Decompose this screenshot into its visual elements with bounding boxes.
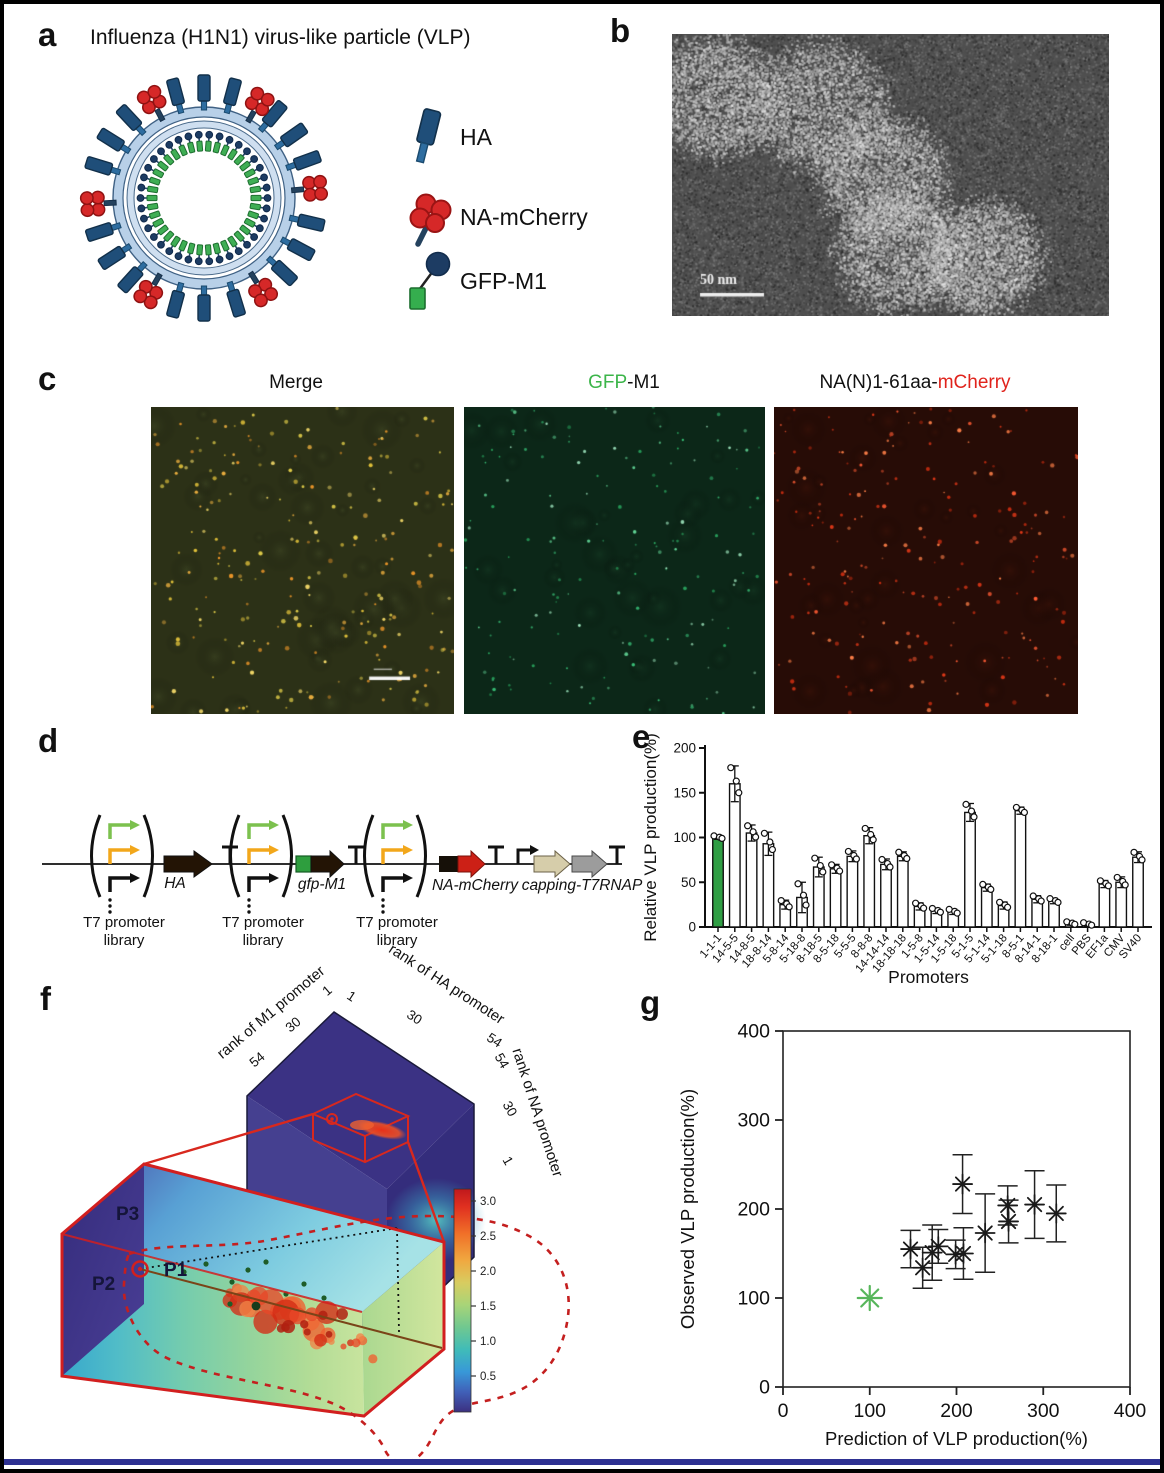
- svg-text:300: 300: [1027, 1400, 1060, 1422]
- svg-text:200: 200: [673, 741, 696, 756]
- optimum-marker-small: [326, 1113, 338, 1125]
- svg-text:150: 150: [673, 785, 696, 800]
- library-label-2-line2: library: [243, 932, 284, 949]
- em-micrograph: [672, 34, 1109, 316]
- svg-text:50: 50: [681, 875, 696, 890]
- colorbar-tick: 1.5: [480, 1301, 496, 1313]
- legend-label-gfp-m1: GFP-M1: [460, 268, 547, 294]
- colorbar-tick: 1.0: [480, 1336, 496, 1348]
- colorbar-tick: 3.0: [480, 1196, 496, 1208]
- gene-label-capping-t7rnap: capping-T7RNAP: [522, 877, 643, 894]
- optimum-marker-large: [131, 1260, 149, 1278]
- svg-text:200: 200: [737, 1199, 770, 1221]
- svg-text:Prediction of VLP production(%: Prediction of VLP production(%): [825, 1428, 1088, 1449]
- micrograph-gfp-m1: [464, 407, 765, 714]
- library-label-1-line2: library: [104, 932, 145, 949]
- vlp-diagram: [79, 74, 329, 322]
- panel-letter-d: d: [38, 722, 59, 759]
- bottom-rule: [4, 1459, 1160, 1465]
- colorbar-tick: 2.5: [480, 1231, 496, 1243]
- colorbar: 3.0 2.5 2.0 1.5 1.0 0.5: [453, 1188, 496, 1413]
- library-label-3-line1: T7 promoter: [356, 914, 438, 931]
- design-space-contour: [122, 1214, 570, 1464]
- svg-text:400: 400: [737, 1021, 770, 1043]
- svg-text:Relative VLP production(%): Relative VLP production(%): [641, 733, 660, 942]
- m1-text: -M1: [627, 372, 660, 393]
- panel-a-title: Influenza (H1N1) virus-like particle (VL…: [90, 26, 471, 49]
- micrograph-mcherry: [774, 407, 1078, 714]
- library-label-2-line1: T7 promoter: [222, 914, 304, 931]
- library-label-3-line2: library: [377, 932, 418, 949]
- library-label-1-line1: T7 promoter: [83, 914, 165, 931]
- panel-letter-c: c: [38, 360, 57, 397]
- panel-letter-f: f: [40, 980, 51, 1017]
- prediction-scatter-plot: 0 100 200 300 400 0 100 200 300 400 Prediction of …: [677, 1021, 1147, 1450]
- ha-tick: 54: [484, 1030, 505, 1051]
- panel-letter-a: a: [38, 16, 57, 53]
- legend-label-ha: HA: [460, 124, 492, 150]
- svg-text:Observed VLP production(%): Observed VLP production(%): [677, 1089, 698, 1329]
- gene-label-gfp-m1: gfp-M1: [298, 876, 346, 893]
- na-cluster-icon: [409, 193, 452, 247]
- na-tick: 30: [500, 1098, 521, 1119]
- gfp-text: GFP: [588, 372, 628, 393]
- svg-text:0: 0: [778, 1400, 789, 1422]
- point-label-p3: P3: [116, 1204, 139, 1225]
- channel-title-na-mcherry: NA(N)1-61aa-mCherry: [799, 372, 1031, 394]
- channel-title-merge: Merge: [269, 372, 323, 393]
- gfp-m1-icon: [409, 251, 451, 310]
- legend-label-na-mcherry: NA-mCherry: [460, 204, 588, 230]
- svg-text:0: 0: [688, 920, 696, 935]
- colorbar-tick: 2.0: [480, 1266, 496, 1278]
- genetic-construct-diagram: HA gfp-M1 NA-mCherry capping-T7RNAP T7 p…: [42, 814, 643, 949]
- rank-heatmap-3d: P1 P2 P3 3.0 2.5 2.0 1.5 1.0 0.5 rank of: [60, 941, 570, 1464]
- na-tick: 1: [500, 1154, 517, 1168]
- channel-title-gfp-m1: GFP-M1: [524, 372, 724, 394]
- svg-text:100: 100: [673, 830, 696, 845]
- ha-spike-icon: [415, 108, 442, 164]
- svg-text:0: 0: [759, 1377, 770, 1399]
- gene-label-na-mcherry: NA-mCherry: [432, 877, 519, 894]
- na-prefix-text: NA(N)1-61aa-: [819, 372, 938, 393]
- point-label-p1: P1: [164, 1260, 188, 1281]
- ha-tick: 30: [404, 1007, 425, 1028]
- panel-letter-g: g: [640, 984, 661, 1021]
- na-tick: 54: [492, 1050, 513, 1071]
- m1-tick: 54: [247, 1049, 269, 1070]
- svg-text:Promoters: Promoters: [888, 967, 969, 987]
- zoom-region-box: [310, 1092, 411, 1164]
- mcherry-text: mCherry: [937, 372, 1011, 393]
- svg-text:400: 400: [1114, 1400, 1147, 1422]
- svg-text:300: 300: [737, 1110, 770, 1132]
- micrograph-merge: [151, 407, 454, 714]
- panel-letter-b: b: [610, 12, 631, 49]
- zoomed-heatmap-box: P1 P2 P3: [60, 1162, 570, 1464]
- m1-tick: 1: [319, 982, 334, 998]
- panel-letter-e: e: [632, 718, 651, 755]
- gene-label-ha: HA: [164, 875, 186, 892]
- ha-tick: 1: [344, 988, 358, 1005]
- point-label-p2: P2: [92, 1274, 115, 1295]
- svg-text:100: 100: [853, 1400, 886, 1422]
- svg-text:100: 100: [737, 1288, 770, 1310]
- svg-text:200: 200: [940, 1400, 973, 1422]
- m1-tick: 30: [283, 1014, 304, 1035]
- colorbar-tick: 0.5: [480, 1371, 496, 1383]
